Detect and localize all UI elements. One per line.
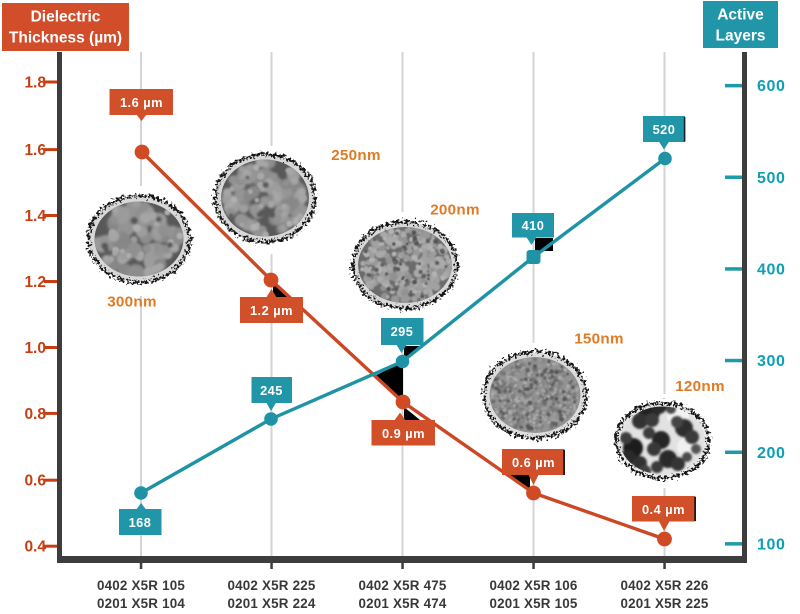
svg-text:245: 245 [260,383,283,398]
svg-text:Thickness (µm): Thickness (µm) [9,30,122,47]
svg-text:1.2 µm: 1.2 µm [250,303,293,318]
svg-text:410: 410 [522,218,545,233]
svg-text:Layers: Layers [716,28,766,45]
svg-text:0.8: 0.8 [24,406,46,423]
svg-text:0402 X5R 105: 0402 X5R 105 [97,578,185,593]
svg-text:0201 X5R 474: 0201 X5R 474 [358,596,446,611]
svg-text:300: 300 [757,353,786,370]
svg-text:Active: Active [717,7,764,24]
svg-text:0201 X5R 104: 0201 X5R 104 [97,596,185,611]
svg-text:120nm: 120nm [675,378,725,395]
svg-text:400: 400 [757,262,786,279]
svg-text:1.8: 1.8 [24,75,46,92]
svg-text:1.6 µm: 1.6 µm [120,95,163,110]
svg-text:0.4 µm: 0.4 µm [642,502,685,517]
svg-text:0.6: 0.6 [24,473,46,490]
svg-text:200nm: 200nm [430,202,480,219]
svg-text:0402 X5R 226: 0402 X5R 226 [620,578,708,593]
svg-text:100: 100 [757,536,786,553]
svg-text:168: 168 [129,515,152,530]
svg-text:300nm: 300nm [107,294,157,311]
svg-text:1.6: 1.6 [24,142,46,159]
svg-text:500: 500 [757,170,786,187]
svg-text:295: 295 [391,324,414,339]
svg-text:0402 X5R 475: 0402 X5R 475 [358,578,446,593]
svg-text:Dielectric: Dielectric [31,9,101,26]
svg-text:0201 X5R 224: 0201 X5R 224 [227,596,315,611]
svg-text:0.6 µm: 0.6 µm [512,455,555,470]
svg-text:1.4: 1.4 [24,208,46,225]
svg-text:150nm: 150nm [574,331,624,348]
svg-text:0201 X5R 105: 0201 X5R 105 [489,596,577,611]
svg-text:0402 X5R 106: 0402 X5R 106 [489,578,577,593]
svg-text:0402 X5R 225: 0402 X5R 225 [227,578,315,593]
svg-text:200: 200 [757,445,786,462]
svg-text:0.9 µm: 0.9 µm [382,426,425,441]
svg-text:1.0: 1.0 [24,340,46,357]
svg-text:520: 520 [653,122,676,137]
svg-text:600: 600 [757,78,786,95]
svg-text:0.4: 0.4 [24,539,46,556]
svg-text:250nm: 250nm [331,147,381,164]
svg-text:0201 X5R 225: 0201 X5R 225 [620,596,708,611]
svg-text:1.2: 1.2 [24,274,46,291]
